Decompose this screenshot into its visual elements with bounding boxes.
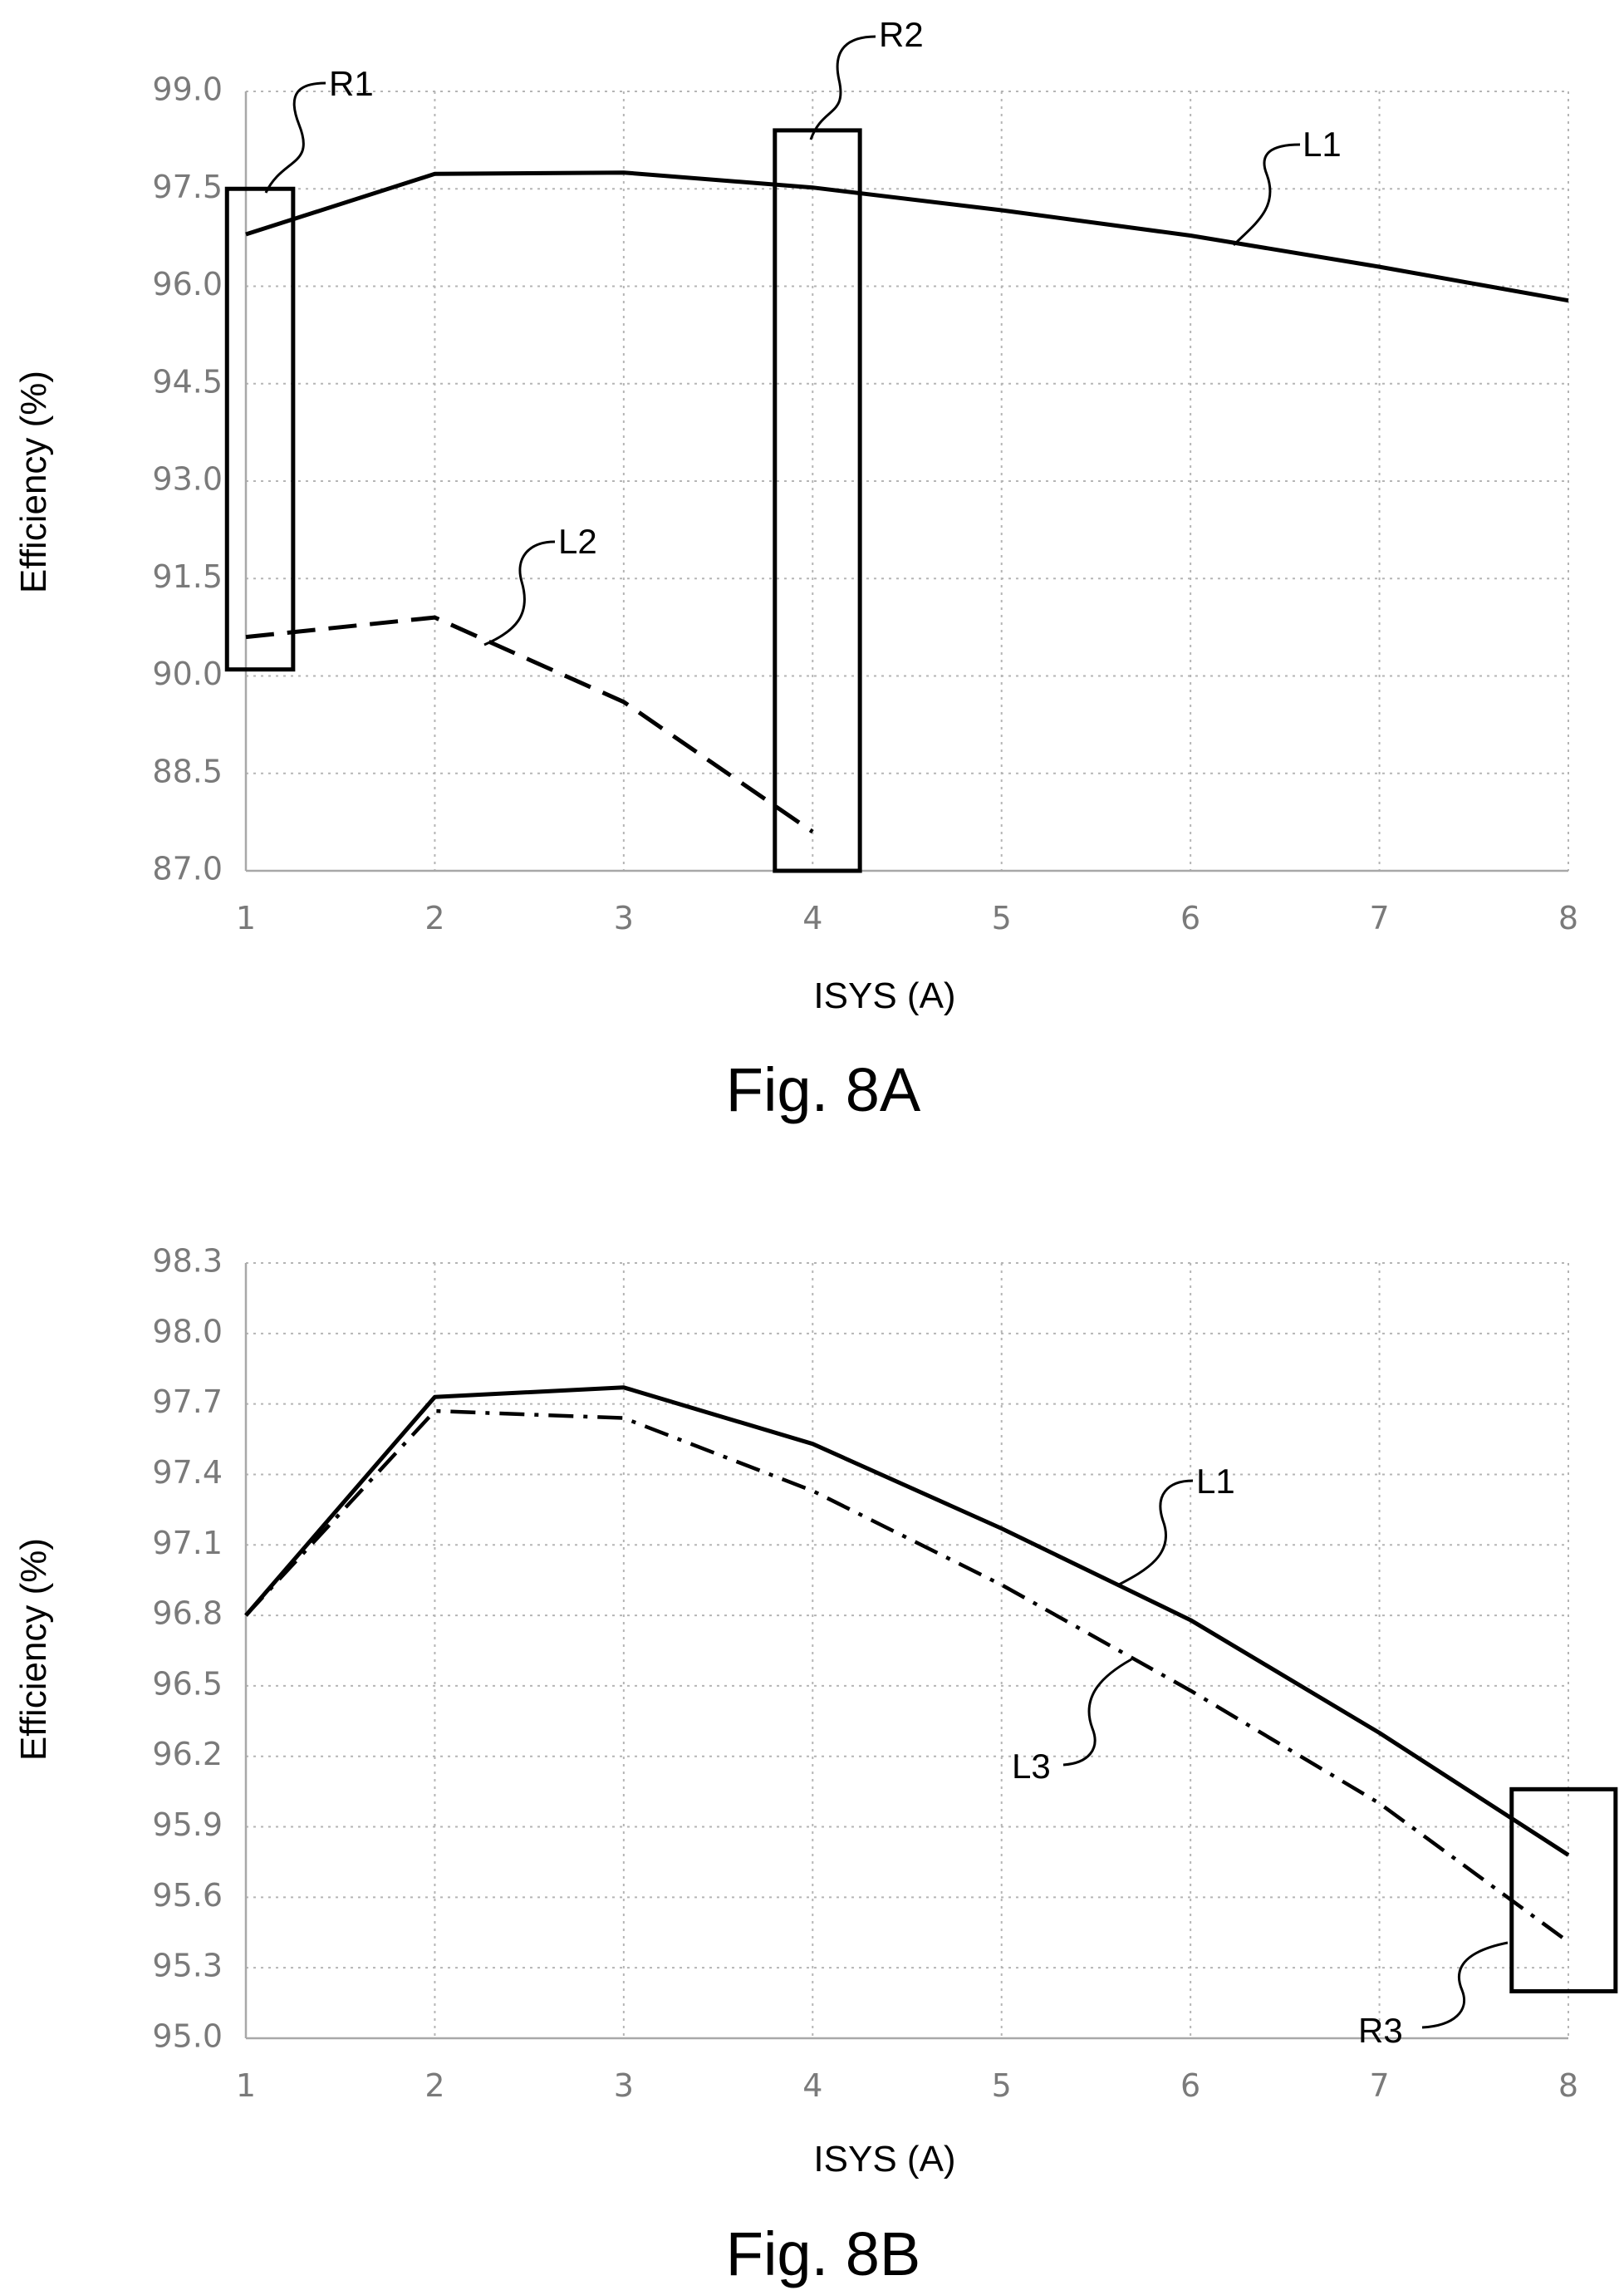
series-line-l3 — [244, 1408, 1570, 1944]
x-tick-label: 1 — [236, 900, 256, 936]
region-r3 — [1509, 1786, 1618, 1993]
x-tick-label: 7 — [1369, 2067, 1389, 2104]
x-axis-label: ISYS (A) — [813, 975, 955, 1016]
x-tick-label: 1 — [236, 2067, 256, 2104]
x-tick-label: 7 — [1369, 900, 1389, 936]
highlight-regions — [1509, 1786, 1618, 1993]
series-line-l2 — [245, 615, 814, 834]
y-tick-label: 97.1 — [152, 1525, 223, 1561]
y-tick-label: 95.3 — [152, 1948, 223, 1984]
y-tick-label: 95.0 — [152, 2018, 223, 2055]
x-tick-label: 6 — [1180, 2067, 1200, 2104]
y-tick-label: 97.7 — [152, 1383, 223, 1420]
ref-label-l1: L1 — [1196, 1462, 1235, 1501]
y-tick-labels: 95.0 95.3 95.6 95.9 96.2 96.5 96.8 97.1 97.4 97.7… — [152, 1243, 223, 2055]
x-tick-label: 5 — [992, 2067, 1012, 2104]
x-tick-label: 3 — [614, 2067, 634, 2104]
y-axis-label: Efficiency (%) — [13, 371, 54, 593]
y-tick-label: 96.5 — [152, 1665, 223, 1702]
x-tick-label: 3 — [614, 900, 634, 936]
series-lines — [245, 170, 1569, 834]
y-tick-label: 99.0 — [152, 71, 223, 108]
chart-fig-8a: 87.0 88.5 90.0 91.5 93.0 94.5 96.0 97.5 99.0 1 2 3… — [13, 15, 1578, 1124]
figure-caption-8b: Fig. 8B — [726, 2219, 920, 2288]
y-tick-label: 98.0 — [152, 1313, 223, 1349]
y-tick-label: 94.5 — [152, 363, 223, 400]
leader-r1 — [264, 81, 326, 194]
y-tick-label: 96.8 — [152, 1595, 223, 1632]
y-tick-labels: 87.0 88.5 90.0 91.5 93.0 94.5 96.0 97.5 99.0 — [152, 71, 223, 887]
gridlines — [246, 1262, 1569, 2038]
gridlines — [246, 91, 1569, 871]
x-tick-label: 5 — [992, 900, 1012, 936]
series-line-l1 — [245, 170, 1569, 303]
y-tick-label: 93.0 — [152, 461, 223, 498]
y-tick-label: 87.0 — [152, 851, 223, 887]
leader-r2 — [809, 35, 876, 140]
y-tick-label: 88.5 — [152, 753, 223, 789]
x-tick-labels: 1 2 3 4 5 6 7 8 — [236, 900, 1578, 936]
y-tick-label: 95.9 — [152, 1806, 223, 1843]
y-axis-label: Efficiency (%) — [13, 1538, 54, 1761]
x-tick-label: 2 — [424, 2067, 444, 2104]
figure-caption-8a: Fig. 8A — [726, 1055, 921, 1124]
x-tick-label: 8 — [1558, 900, 1578, 936]
ref-label-l1: L1 — [1303, 125, 1342, 164]
leader-l3 — [1062, 1658, 1132, 1767]
x-tick-label: 4 — [802, 900, 822, 936]
x-tick-label: 8 — [1558, 2067, 1578, 2104]
region-r1 — [224, 186, 296, 672]
ref-label-l3: L3 — [1012, 1747, 1051, 1786]
x-tick-label: 4 — [802, 2067, 822, 2104]
y-tick-label: 90.0 — [152, 656, 223, 692]
y-tick-label: 96.0 — [152, 266, 223, 302]
x-tick-label: 6 — [1180, 900, 1200, 936]
region-r2 — [773, 128, 862, 873]
ref-label-r2: R2 — [879, 15, 924, 54]
leader-l1 — [1232, 143, 1301, 247]
y-tick-label: 98.3 — [152, 1243, 223, 1280]
y-tick-label: 97.5 — [152, 169, 223, 205]
ref-label-r3: R3 — [1358, 2011, 1403, 2050]
y-tick-label: 97.4 — [152, 1454, 223, 1491]
y-tick-label: 96.2 — [152, 1736, 223, 1772]
series-lines — [244, 1385, 1570, 1944]
x-tick-label: 2 — [424, 900, 444, 936]
ref-label-r1: R1 — [329, 64, 374, 103]
ref-label-l2: L2 — [558, 522, 597, 561]
leader-l2 — [483, 540, 556, 646]
series-line-l1 — [244, 1385, 1570, 1857]
y-tick-label: 91.5 — [152, 558, 223, 595]
leader-r3 — [1421, 1941, 1509, 2029]
x-axis-label: ISYS (A) — [813, 2139, 955, 2180]
x-tick-labels: 1 2 3 4 5 6 7 8 — [236, 2067, 1578, 2104]
highlight-regions — [224, 128, 862, 873]
leader-l1 — [1116, 1479, 1194, 1587]
y-tick-label: 95.6 — [152, 1877, 223, 1914]
chart-fig-8b: 95.0 95.3 95.6 95.9 96.2 96.5 96.8 97.1 97.4 97.7… — [13, 1243, 1618, 2288]
